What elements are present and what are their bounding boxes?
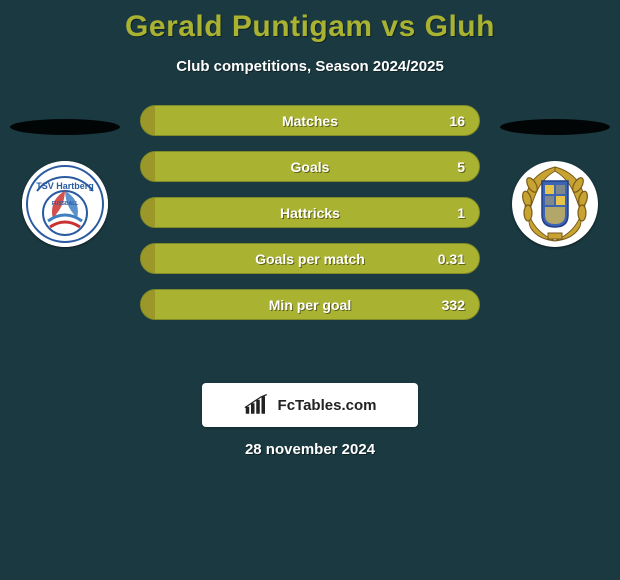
player-left-shadow	[10, 119, 120, 135]
svg-text:FUSSBALL: FUSSBALL	[52, 201, 79, 207]
bar-chart-icon	[244, 394, 272, 416]
stat-row-min-per-goal: Min per goal 332	[140, 289, 480, 320]
stat-fill	[141, 106, 155, 135]
stat-fill	[141, 244, 155, 273]
gluh-logo-icon	[512, 161, 598, 247]
player-right-column	[490, 105, 620, 247]
stat-value: 1	[457, 205, 465, 221]
stat-value: 332	[442, 297, 465, 313]
team-badge-hartberg: TSV Hartberg FUSSBALL	[22, 161, 108, 247]
stat-fill	[141, 290, 155, 319]
stat-row-matches: Matches 16	[140, 105, 480, 136]
stat-fill	[141, 198, 155, 227]
stat-row-goals-per-match: Goals per match 0.31	[140, 243, 480, 274]
brand-label: FcTables.com	[278, 397, 377, 414]
stat-value: 0.31	[438, 251, 465, 267]
brand-box: FcTables.com	[202, 383, 418, 427]
svg-text:TSV Hartberg: TSV Hartberg	[36, 181, 94, 191]
stat-label: Goals	[141, 159, 479, 175]
page-title: Gerald Puntigam vs Gluh	[0, 0, 620, 44]
stat-label: Hattricks	[141, 205, 479, 221]
stat-bars: Matches 16 Goals 5 Hattricks 1 Goals per…	[140, 105, 480, 320]
team-badge-gluh	[512, 161, 598, 247]
stat-value: 5	[457, 159, 465, 175]
player-left-column: TSV Hartberg FUSSBALL	[0, 105, 130, 247]
stat-fill	[141, 152, 155, 181]
stat-row-goals: Goals 5	[140, 151, 480, 182]
comparison-content: TSV Hartberg FUSSBALL	[0, 105, 620, 365]
stat-label: Matches	[141, 113, 479, 129]
stat-value: 16	[449, 113, 465, 129]
stat-row-hattricks: Hattricks 1	[140, 197, 480, 228]
stat-label: Min per goal	[141, 297, 479, 313]
snapshot-date: 28 november 2024	[0, 441, 620, 458]
hartberg-logo-icon: TSV Hartberg FUSSBALL	[22, 161, 108, 247]
player-right-shadow	[500, 119, 610, 135]
page-subtitle: Club competitions, Season 2024/2025	[0, 44, 620, 75]
stat-label: Goals per match	[141, 251, 479, 267]
